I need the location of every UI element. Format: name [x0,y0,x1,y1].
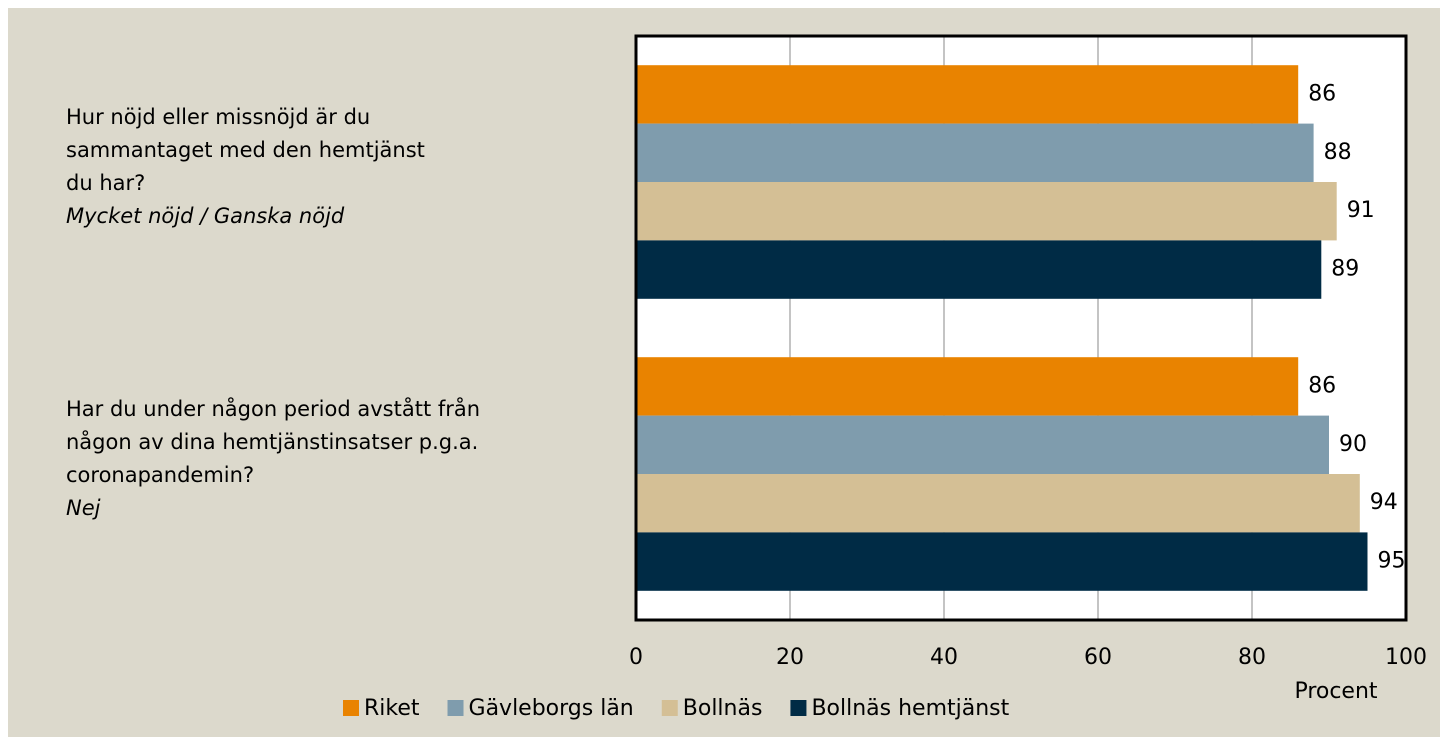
legend-swatch [447,700,464,716]
bar [636,240,1322,299]
value-label: 91 [1347,198,1375,223]
bar [636,65,1299,124]
x-tick-label: 20 [776,645,804,670]
category-question: Har du under någon period avstått från n… [66,397,481,487]
plot-border [634,34,1408,622]
value-label: 95 [1378,549,1406,574]
legend-label: Gävleborgs län [469,696,634,721]
value-label: 86 [1308,373,1336,398]
value-label: 94 [1370,490,1398,515]
bar [636,182,1337,241]
legend-swatch [661,700,678,716]
bar [636,123,1314,182]
x-tick-label: 40 [930,645,958,670]
value-label: 89 [1331,257,1359,282]
bar [636,532,1368,591]
bar [636,357,1299,416]
x-axis-label: Procent [1294,679,1377,704]
legend-label: Riket [364,696,420,721]
legend-swatch [343,700,359,716]
legend-label: Bollnäs hemtjänst [811,696,1009,721]
bar [636,415,1329,474]
x-tick-label: 80 [1238,645,1266,670]
x-tick-label: 0 [629,645,643,670]
x-tick-label: 100 [1385,645,1427,670]
bar [636,474,1360,533]
category-note: Nej [66,496,101,520]
legend-swatch [790,700,807,716]
x-tick-label: 60 [1084,645,1112,670]
category-question: Hur nöjd eller missnöjd är du sammantage… [66,105,425,195]
category-note: Mycket nöjd / Ganska nöjd [66,204,345,228]
category-label: Hur nöjd eller missnöjd är du sammantage… [66,101,425,233]
value-label: 88 [1324,140,1352,165]
category-label: Har du under någon period avstått från n… [66,393,480,525]
legend-label: Bollnäs [683,696,763,721]
value-label: 86 [1308,81,1336,106]
value-label: 90 [1339,432,1367,457]
